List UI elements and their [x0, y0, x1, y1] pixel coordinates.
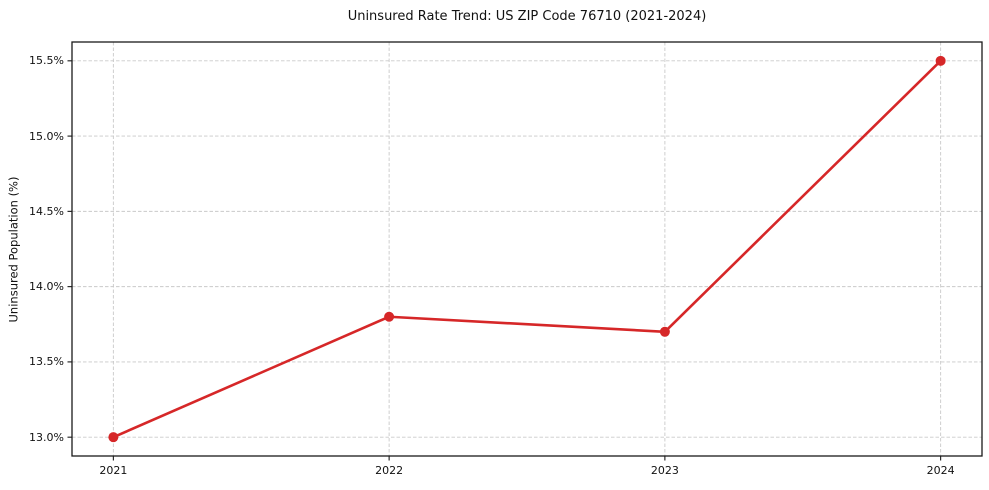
- data-point: [935, 55, 946, 66]
- x-tick-label: 2023: [650, 464, 679, 477]
- x-tick-label: 2024: [926, 464, 955, 477]
- x-tick-label: 2022: [375, 464, 404, 477]
- plot-border: [71, 41, 983, 457]
- data-point: [384, 311, 395, 322]
- y-tick-label: 13.5%: [29, 355, 64, 369]
- chart-title: Uninsured Rate Trend: US ZIP Code 76710 …: [347, 9, 707, 24]
- x-tick-label: 2021: [99, 464, 128, 477]
- y-tick-label: 13.0%: [29, 430, 64, 444]
- y-tick-label: 15.5%: [29, 54, 64, 68]
- y-tick-label: 15.0%: [29, 129, 64, 143]
- data-point: [659, 326, 670, 337]
- y-tick-label: 14.0%: [29, 280, 64, 294]
- y-tick-label: 14.5%: [29, 204, 64, 218]
- data-line: [112, 59, 942, 439]
- data-point: [108, 432, 119, 443]
